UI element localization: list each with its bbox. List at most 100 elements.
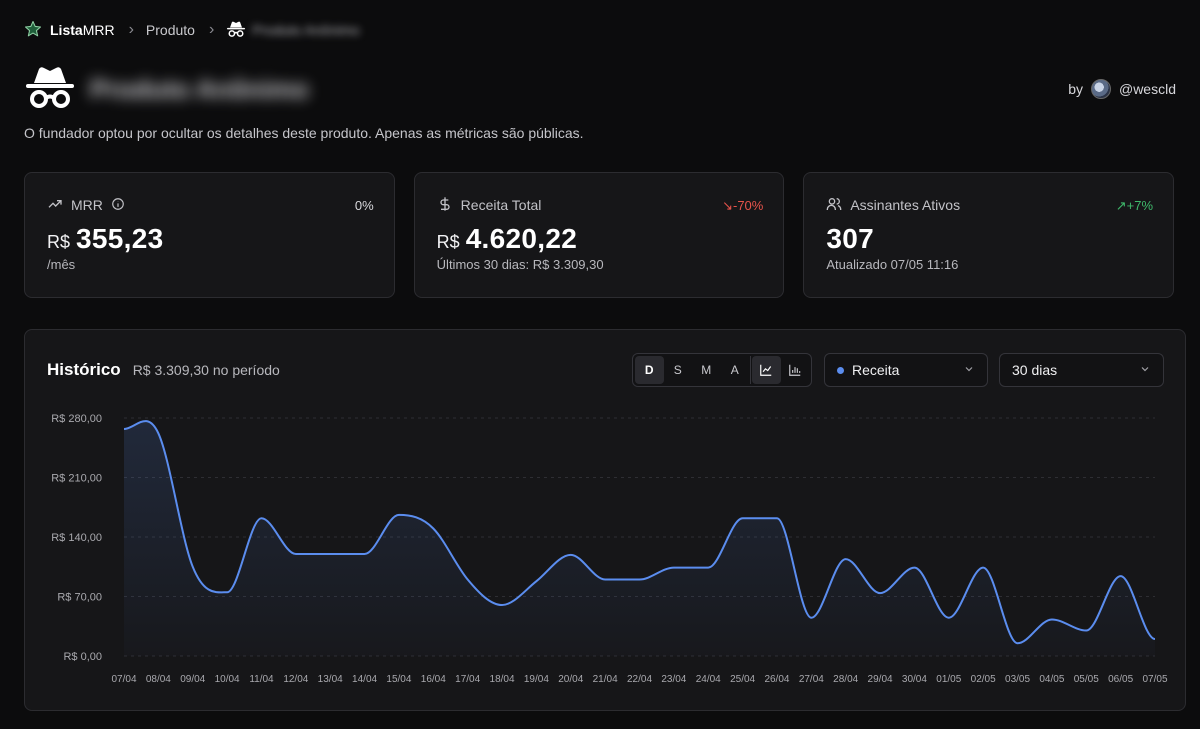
data-point-07-04 — [122, 427, 126, 431]
revenue-sub: Últimos 30 dias: R$ 3.309,30 — [436, 257, 604, 272]
data-point-25-04 — [741, 516, 745, 520]
x-tick-label: 12/04 — [283, 674, 308, 685]
revenue-label: Receita Total — [460, 197, 542, 213]
bar-chart-icon[interactable] — [781, 356, 810, 384]
data-point-26-04 — [775, 516, 779, 520]
data-point-10-04 — [225, 590, 229, 594]
revenue-change: ↘-70% — [722, 198, 764, 213]
granularity-toggle: D S M A — [632, 353, 812, 387]
x-tick-label: 10/04 — [215, 674, 240, 685]
data-point-15-04 — [397, 513, 401, 517]
revenue-area — [124, 421, 1155, 656]
chevron-down-icon — [963, 362, 975, 378]
subscribers-value: 307 — [826, 223, 874, 254]
incognito-icon — [226, 20, 246, 41]
info-icon[interactable] — [111, 197, 125, 214]
history-chart: R$ 0,00 R$ 70,00 R$ 140,00 R$ 210,00 R$ 280,… — [51, 413, 1168, 685]
x-tick-label: 21/04 — [593, 674, 618, 685]
mrr-change: 0% — [354, 198, 374, 213]
data-point-28-04 — [844, 557, 848, 561]
x-tick-label: 22/04 — [627, 674, 652, 685]
trending-up-icon — [47, 196, 63, 215]
line-chart-icon[interactable] — [752, 356, 781, 384]
x-tick-label: 09/04 — [180, 674, 205, 685]
data-point-03-05 — [1016, 641, 1020, 645]
data-point-12-04 — [294, 552, 298, 556]
granularity-day[interactable]: D — [635, 356, 664, 384]
data-point-24-04 — [706, 566, 710, 570]
x-tick-label: 20/04 — [558, 674, 583, 685]
revenue-label-row: Receita Total — [437, 195, 762, 215]
chevron-down-icon — [1139, 362, 1151, 378]
product-description: O fundador optou por ocultar os detalhes… — [24, 125, 584, 141]
x-tick-label: 14/04 — [352, 674, 377, 685]
author[interactable]: by @wescld — [1068, 79, 1176, 99]
x-tick-label: 03/05 — [1005, 674, 1030, 685]
granularity-month[interactable]: M — [701, 363, 712, 377]
x-tick-label: 19/04 — [524, 674, 549, 685]
brand-name: ListaMRR — [50, 22, 115, 38]
subscribers-sub: Atualizado 07/05 11:16 — [826, 257, 959, 272]
breadcrumb: ListaMRR › Produto › Produto Anônimo — [24, 18, 360, 42]
data-point-09-04 — [191, 565, 195, 569]
mrr-label: MRR — [71, 197, 103, 213]
x-tick-label: 30/04 — [902, 674, 927, 685]
home-link[interactable]: ListaMRR — [24, 20, 115, 41]
incognito-icon — [24, 63, 76, 116]
metric-select[interactable]: Receita — [824, 353, 988, 387]
x-tick-label: 08/04 — [146, 674, 171, 685]
data-point-21-04 — [603, 578, 607, 582]
granularity-week[interactable]: S — [673, 363, 682, 377]
x-tick-label: 02/05 — [971, 674, 996, 685]
data-point-23-04 — [672, 566, 676, 570]
star-logo-icon — [24, 20, 42, 41]
x-tick-label: 25/04 — [730, 674, 755, 685]
mrr-label-row: MRR — [47, 195, 372, 215]
users-icon — [826, 196, 842, 215]
y-tick-label: R$ 210,00 — [51, 473, 102, 485]
mrr-value: 355,23 — [76, 223, 164, 254]
history-title-row: Histórico R$ 3.309,30 no período — [47, 360, 280, 380]
chevron-right-icon: › — [208, 21, 215, 38]
data-point-05-05 — [1084, 629, 1088, 633]
data-point-17-04 — [466, 578, 470, 582]
data-point-07-05 — [1153, 637, 1157, 641]
x-tick-label: 27/04 — [799, 674, 824, 685]
history-subtitle: R$ 3.309,30 no período — [132, 362, 280, 378]
data-point-16-04 — [431, 527, 435, 531]
x-tick-label: 23/04 — [661, 674, 686, 685]
mrr-card: MRR 0% R$ 355,23 /mês — [24, 172, 395, 298]
chevron-right-icon: › — [128, 21, 134, 38]
avatar — [1090, 79, 1111, 99]
x-tick-label: 04/05 — [1039, 674, 1064, 685]
x-tick-label: 07/05 — [1142, 674, 1167, 685]
x-tick-label: 17/04 — [455, 674, 480, 685]
data-point-06-05 — [1119, 574, 1123, 578]
x-tick-label: 28/04 — [833, 674, 858, 685]
data-point-30-04 — [912, 566, 916, 570]
granularity-year[interactable]: A — [730, 363, 739, 377]
y-tick-label: R$ 280,00 — [51, 413, 102, 425]
metric-cards: MRR 0% R$ 355,23 /mês Receita Total ↘-70… — [24, 172, 1175, 298]
range-select[interactable]: 30 dias — [999, 353, 1164, 387]
x-tick-label: 18/04 — [490, 674, 515, 685]
data-point-11-04 — [259, 516, 263, 520]
x-tick-label: 13/04 — [318, 674, 343, 685]
data-point-01-05 — [947, 616, 951, 620]
range-select-value: 30 dias — [1012, 362, 1058, 378]
revenue-currency: R$ — [436, 232, 460, 252]
x-tick-label: 01/05 — [936, 674, 961, 685]
subscribers-value-row: 307 — [826, 223, 1151, 255]
data-point-02-05 — [981, 566, 985, 570]
x-tick-label: 06/05 — [1108, 674, 1133, 685]
data-point-22-04 — [638, 578, 642, 582]
product-header: Produto Anônimo by @wescld — [24, 64, 1176, 114]
data-point-20-04 — [569, 553, 573, 557]
mrr-value-row: R$ 355,23 — [47, 223, 372, 255]
breadcrumb-produto[interactable]: Produto — [145, 22, 195, 38]
author-handle[interactable]: @wescld — [1118, 81, 1176, 97]
revenue-card: Receita Total ↘-70% R$ 4.620,22 Últimos … — [413, 172, 785, 298]
subscribers-label: Assinantes Ativos — [850, 197, 961, 213]
by-label: by — [1068, 81, 1083, 97]
data-point-14-04 — [363, 552, 367, 556]
